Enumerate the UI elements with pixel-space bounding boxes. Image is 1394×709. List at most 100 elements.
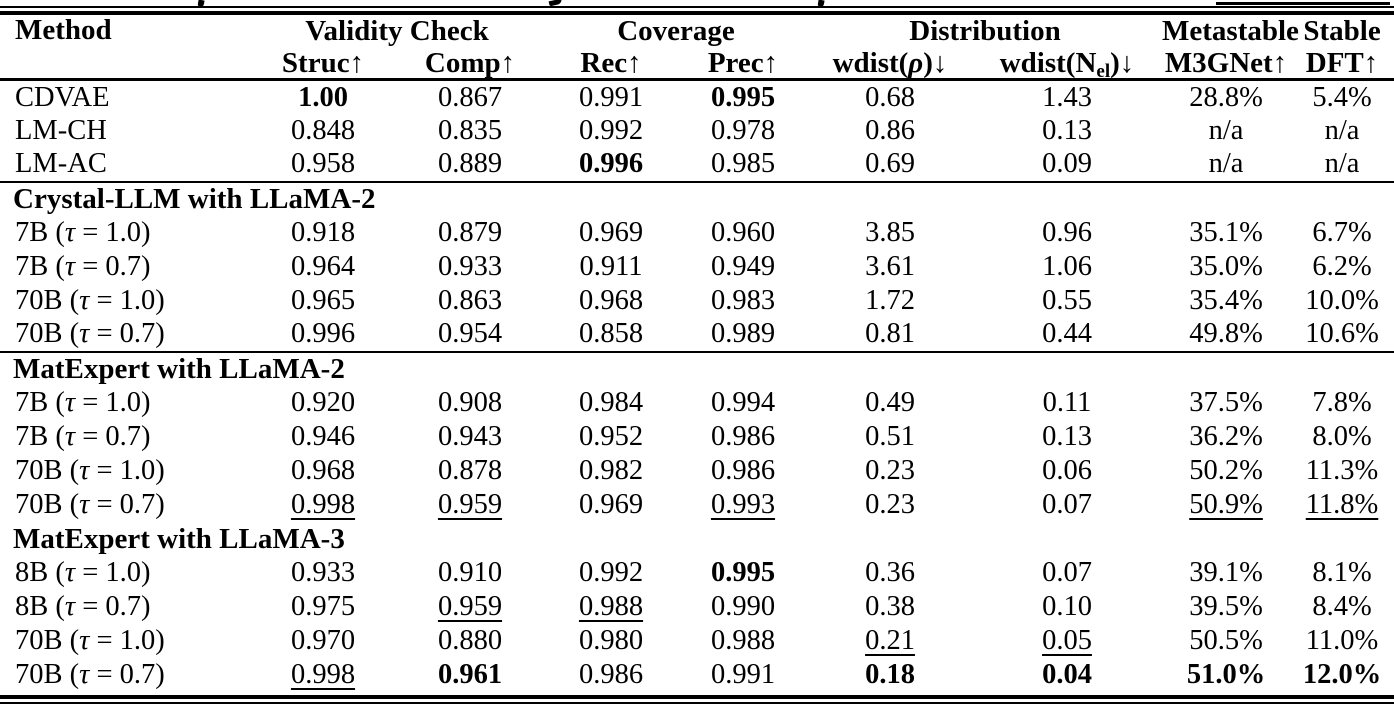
method-cell: 70B (τ = 1.0) xyxy=(15,454,165,486)
value-cell: 49.8% xyxy=(1189,318,1263,350)
value-cell: 0.943 xyxy=(437,420,503,452)
subheader-rec: Rec↑ xyxy=(544,48,678,82)
method-cell: 70B (τ = 0.7) xyxy=(15,318,165,350)
column-group-coverage: Coverage xyxy=(617,15,735,48)
section-title: MatExpert with LLaMA-2 xyxy=(0,350,1394,386)
value-cell: 0.918 xyxy=(290,216,356,248)
value-cell: 0.880 xyxy=(437,624,503,656)
value-cell: 0.49 xyxy=(865,386,915,418)
value-cell: 0.81 xyxy=(865,318,915,350)
value-cell: 0.13 xyxy=(1042,420,1092,452)
value-cell: 0.96 xyxy=(1042,216,1092,248)
value-cell: 35.1% xyxy=(1189,216,1263,248)
method-cell: 7B (τ = 0.7) xyxy=(15,250,151,282)
value-cell: 10.0% xyxy=(1305,284,1379,316)
value-cell: 0.998 xyxy=(290,658,356,690)
value-cell: 1.43 xyxy=(1042,81,1092,113)
value-cell: 50.2% xyxy=(1189,454,1263,486)
value-cell: 37.5% xyxy=(1189,386,1263,418)
table-row: 70B (τ = 1.0) 0.968 0.878 0.982 0.986 0.23 0.0… xyxy=(0,454,1394,488)
method-cell: 70B (τ = 1.0) xyxy=(15,624,165,656)
method-cell: 7B (τ = 1.0) xyxy=(15,386,151,418)
table-bottom-rule xyxy=(0,695,1394,704)
value-cell: 0.998 xyxy=(290,488,356,520)
value-cell: 0.991 xyxy=(578,81,644,113)
value-cell: 0.933 xyxy=(290,556,356,588)
value-cell: 35.0% xyxy=(1189,250,1263,282)
value-cell: 0.990 xyxy=(710,590,776,622)
table-row: 7B (τ = 0.7) 0.964 0.933 0.911 0.949 3.61 1.06… xyxy=(0,250,1394,284)
value-cell: 0.994 xyxy=(710,386,776,418)
table-row: LM-AC 0.958 0.889 0.996 0.985 0.69 0.09 n/a n/a xyxy=(0,148,1394,182)
value-cell: 0.996 xyxy=(578,148,644,180)
value-cell: n/a xyxy=(1208,114,1244,146)
value-cell: 0.44 xyxy=(1042,318,1092,350)
subheader-wdist: wdist(ρ)↓ xyxy=(808,48,972,82)
value-cell: n/a xyxy=(1208,148,1244,180)
method-cell: 70B (τ = 0.7) xyxy=(15,488,165,520)
value-cell: 0.69 xyxy=(865,148,915,180)
value-cell: 0.05 xyxy=(1042,624,1092,656)
section-header-row: Crystal-LLM with LLaMA-2 xyxy=(0,180,1394,216)
value-cell: 0.975 xyxy=(290,590,356,622)
value-cell: 6.2% xyxy=(1312,250,1372,282)
value-cell: n/a xyxy=(1324,114,1360,146)
table-row: CDVAE 1.00 0.867 0.991 0.995 0.68 1.43 28.8% 5.4… xyxy=(0,80,1394,114)
value-cell: 7.8% xyxy=(1312,386,1372,418)
table-row: LM-CH 0.848 0.835 0.992 0.978 0.86 0.13 n/a n/a xyxy=(0,114,1394,148)
column-group-metastable: Metastable xyxy=(1162,15,1299,48)
value-cell: 0.970 xyxy=(290,624,356,656)
value-cell: 11.3% xyxy=(1305,454,1379,486)
value-cell: 51.0% xyxy=(1186,658,1266,690)
value-cell: 0.07 xyxy=(1042,488,1092,520)
column-group-stable: Stable xyxy=(1303,15,1381,48)
table-row: 8B (τ = 0.7) 0.975 0.959 0.988 0.990 0.38 0.10… xyxy=(0,590,1394,624)
method-cell: 8B (τ = 1.0) xyxy=(15,556,151,588)
value-cell: 0.988 xyxy=(578,590,644,622)
value-cell: 0.68 xyxy=(865,81,915,113)
value-cell: 0.908 xyxy=(437,386,503,418)
value-cell: 0.991 xyxy=(710,658,776,690)
value-cell: 0.933 xyxy=(437,250,503,282)
value-cell: 1.72 xyxy=(865,284,915,316)
value-cell: 0.965 xyxy=(290,284,356,316)
table-row: 7B (τ = 1.0) 0.920 0.908 0.984 0.994 0.49 0.11… xyxy=(0,386,1394,420)
value-cell: 0.992 xyxy=(578,556,644,588)
results-table: Method Validity Check Coverage Distribution… xyxy=(0,15,1394,692)
value-cell: 0.18 xyxy=(865,658,915,690)
value-cell: 0.996 xyxy=(290,318,356,350)
value-cell: 0.984 xyxy=(578,386,644,418)
table-row: 7B (τ = 0.7) 0.946 0.943 0.952 0.986 0.51 0.13… xyxy=(0,420,1394,454)
subheader-prec: Prec↑ xyxy=(678,48,808,82)
value-cell: 0.911 xyxy=(579,250,643,282)
value-cell: 0.23 xyxy=(865,488,915,520)
subheader-struc: Struc↑ xyxy=(250,48,396,82)
value-cell: 0.86 xyxy=(865,114,915,146)
table-top-rule xyxy=(0,6,1394,15)
value-cell: 50.9% xyxy=(1189,488,1263,520)
value-cell: 0.910 xyxy=(437,556,503,588)
value-cell: 11.0% xyxy=(1305,624,1379,656)
section-header-row: MatExpert with LLaMA-2 xyxy=(0,350,1394,386)
value-cell: 0.959 xyxy=(437,488,503,520)
value-cell: 0.986 xyxy=(578,658,644,690)
value-cell: 0.958 xyxy=(290,148,356,180)
method-cell: LM-CH xyxy=(15,114,107,146)
subheader-wdist-n-el: wdist(Nel)↓ xyxy=(972,48,1163,81)
value-cell: 0.848 xyxy=(290,114,356,146)
value-cell: 0.11 xyxy=(1042,386,1092,418)
value-cell: 0.960 xyxy=(710,216,776,248)
column-group-distribution: Distribution xyxy=(909,15,1061,48)
section-title: Crystal-LLM with LLaMA-2 xyxy=(0,180,1394,216)
section-header-row: MatExpert with LLaMA-3 xyxy=(0,522,1394,556)
method-cell: 70B (τ = 1.0) xyxy=(15,284,165,316)
method-cell: LM-AC xyxy=(15,148,107,180)
value-cell: 0.968 xyxy=(578,284,644,316)
table-row: 70B (τ = 1.0) 0.970 0.880 0.980 0.988 0.21 0.0… xyxy=(0,624,1394,658)
value-cell: 5.4% xyxy=(1312,81,1372,113)
subheader-dft: DFT↑ xyxy=(1290,48,1394,82)
value-cell: 0.863 xyxy=(437,284,503,316)
method-cell: 70B (τ = 0.7) xyxy=(15,658,165,690)
table-row: 70B (τ = 0.7) 0.998 0.961 0.986 0.991 0.18 0.0… xyxy=(0,658,1394,692)
value-cell: 0.993 xyxy=(710,488,776,520)
